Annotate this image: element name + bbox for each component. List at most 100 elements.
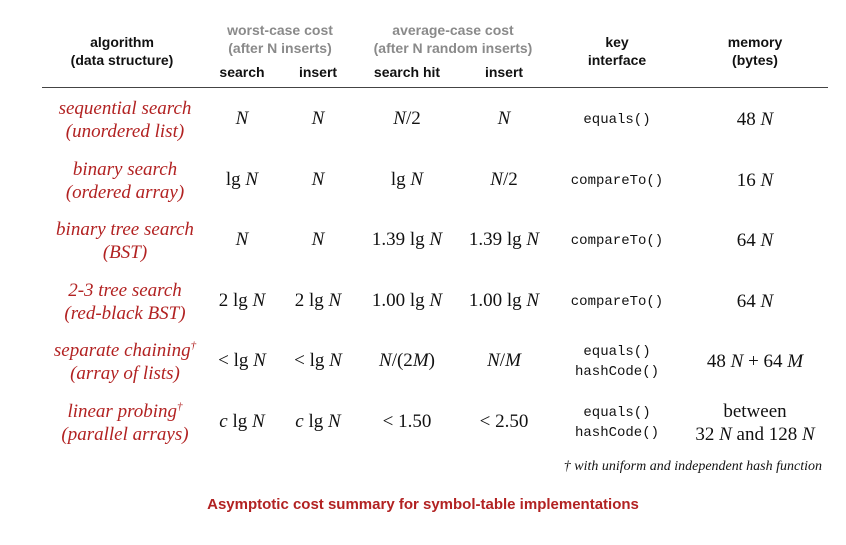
avg-search-hit-cost-coef: 1.39 lg [371, 229, 430, 250]
avg-insert-cost-var: N [497, 108, 511, 129]
key-interface-method: compareTo() [570, 233, 664, 249]
worst-insert-cost-var: N [311, 229, 325, 250]
header-average-case-sub: (after N random inserts) [373, 40, 533, 56]
algorithm-name-text: linear probing [67, 401, 178, 422]
avg-insert-cost-var: N [526, 229, 540, 250]
worst-search-cost-var: N [235, 108, 249, 129]
key-interface-method: compareTo() [570, 294, 664, 310]
memory-cell: 64 N [690, 229, 820, 252]
worst-insert-cost-coef: c lg [295, 411, 329, 432]
avg-search-hit-cost-coef: < 1.50 [382, 411, 432, 432]
memory-cell: 64 N [690, 290, 820, 313]
avg-search-hit-cost-var: N [429, 290, 443, 311]
algorithm-cell: 2-3 tree search (red-black BST) [40, 279, 210, 325]
header-divider [42, 87, 828, 88]
avg-search-hit-cost-coef: lg [390, 169, 411, 190]
algorithm-cell: sequential search (unordered list) [40, 97, 210, 143]
dagger-mark: † [177, 400, 183, 413]
data-structure-name: (red-black BST) [64, 303, 186, 324]
avg-insert-cost: N/2 [458, 169, 550, 191]
worst-insert-cost-var: N [328, 411, 341, 432]
key-interface-method: compareTo() [570, 173, 664, 189]
header-average-case-label: average-case cost [392, 22, 514, 38]
avg-insert-cost: 1.00 lg N [458, 290, 550, 312]
data-structure-name: (BST) [102, 242, 148, 263]
algorithm-name: binary search [40, 158, 210, 181]
key-interface-cell: compareTo() [555, 171, 679, 191]
key-interface-method: equals() [583, 405, 651, 421]
header-memory-sub: (bytes) [732, 52, 778, 68]
memory-cell: 16 N [690, 169, 820, 192]
worst-search-cost-coef: 2 lg [218, 290, 253, 311]
header-average-case: average-case cost (after N random insert… [358, 21, 548, 57]
algorithm-name-text: separate chaining [53, 340, 191, 361]
avg-search-hit-cost: N/2 [358, 108, 456, 130]
data-structure-name: (array of lists) [70, 363, 180, 384]
worst-search-cost-var: N [245, 169, 259, 190]
algorithm-name: 2-3 tree search [40, 279, 210, 302]
algorithm-cell: binary search (ordered array) [40, 158, 210, 204]
worst-insert-cost-var: N [329, 350, 342, 371]
key-interface-cell: equals() hashCode() [555, 403, 679, 443]
avg-insert-cost: N/M [458, 350, 550, 372]
worst-search-cost-coef: lg [225, 169, 246, 190]
avg-search-hit-cost-var: N [410, 169, 424, 190]
key-interface-cell: equals() [555, 110, 679, 130]
worst-insert-cost: N [281, 108, 355, 130]
worst-insert-cost-var: N [311, 108, 325, 129]
memory-value: 64 N [736, 230, 774, 251]
algorithm-cell: linear probing† (parallel arrays) [40, 400, 210, 446]
algorithm-cell: binary tree search (BST) [40, 218, 210, 264]
algorithm-name: linear probing† [40, 400, 210, 423]
worst-insert-cost: N [281, 169, 355, 191]
avg-search-hit-cost: 1.00 lg N [358, 290, 456, 312]
avg-search-hit-cost: < 1.50 [358, 411, 456, 433]
worst-search-cost: < lg N [205, 350, 279, 372]
algorithm-name-text: 2-3 tree search [68, 280, 182, 301]
memory-cell: 48 N [690, 108, 820, 131]
worst-insert-cost-var: N [311, 169, 325, 190]
avg-insert-cost-coef: < 2.50 [479, 411, 529, 432]
avg-insert-cost-var: N [526, 290, 540, 311]
header-worst-case: worst-case cost (after N inserts) [205, 21, 355, 57]
avg-insert-cost-coef: 1.00 lg [468, 290, 527, 311]
header-memory: memory (bytes) [690, 33, 820, 69]
worst-insert-cost: < lg N [281, 350, 355, 372]
avg-search-hit-cost-var: N [429, 229, 443, 250]
memory-value: 32 N and 128 N [695, 424, 815, 445]
header-algorithm: algorithm (data structure) [48, 33, 196, 69]
header-worst-search: search [219, 64, 265, 80]
key-interface-method: hashCode() [574, 425, 659, 441]
worst-insert-cost: c lg N [281, 411, 355, 433]
key-interface-method: equals() [583, 344, 651, 360]
worst-search-cost-coef: c lg [219, 411, 253, 432]
key-interface-cell: equals() hashCode() [555, 342, 679, 382]
avg-insert-cost: N [458, 108, 550, 130]
memory-cell: between 32 N and 128 N [690, 400, 820, 446]
avg-search-hit-cost-var: N/2 [393, 108, 421, 129]
avg-insert-cost-var: N/M [487, 350, 521, 371]
footnote: † with uniform and independent hash func… [563, 459, 822, 474]
algorithm-cell: separate chaining† (array of lists) [40, 339, 210, 385]
data-structure-name: (ordered array) [65, 182, 185, 203]
algorithm-name-text: binary tree search [56, 219, 194, 240]
worst-search-cost: N [205, 229, 279, 251]
memory-value: 16 N [736, 170, 774, 191]
worst-search-cost-var: N [252, 290, 266, 311]
header-avg-insert: insert [484, 64, 524, 80]
avg-insert-cost: < 2.50 [458, 411, 550, 433]
worst-insert-cost-coef: < lg [294, 350, 330, 371]
avg-insert-cost-coef: 1.39 lg [468, 229, 527, 250]
avg-search-hit-cost: 1.39 lg N [358, 229, 456, 251]
header-worst-case-sub: (after N inserts) [228, 40, 332, 56]
worst-insert-cost-coef: 2 lg [294, 290, 329, 311]
header-key-label: key [605, 34, 629, 50]
data-structure-name: (parallel arrays) [61, 424, 189, 445]
memory-value: 48 N [736, 109, 774, 130]
avg-insert-cost: 1.39 lg N [458, 229, 550, 251]
data-structure-name: (unordered list) [65, 121, 185, 142]
worst-search-cost: c lg N [205, 411, 279, 433]
worst-search-cost: 2 lg N [205, 290, 279, 312]
worst-search-cost-coef: < lg [218, 350, 254, 371]
algorithm-name: separate chaining† [40, 339, 210, 362]
